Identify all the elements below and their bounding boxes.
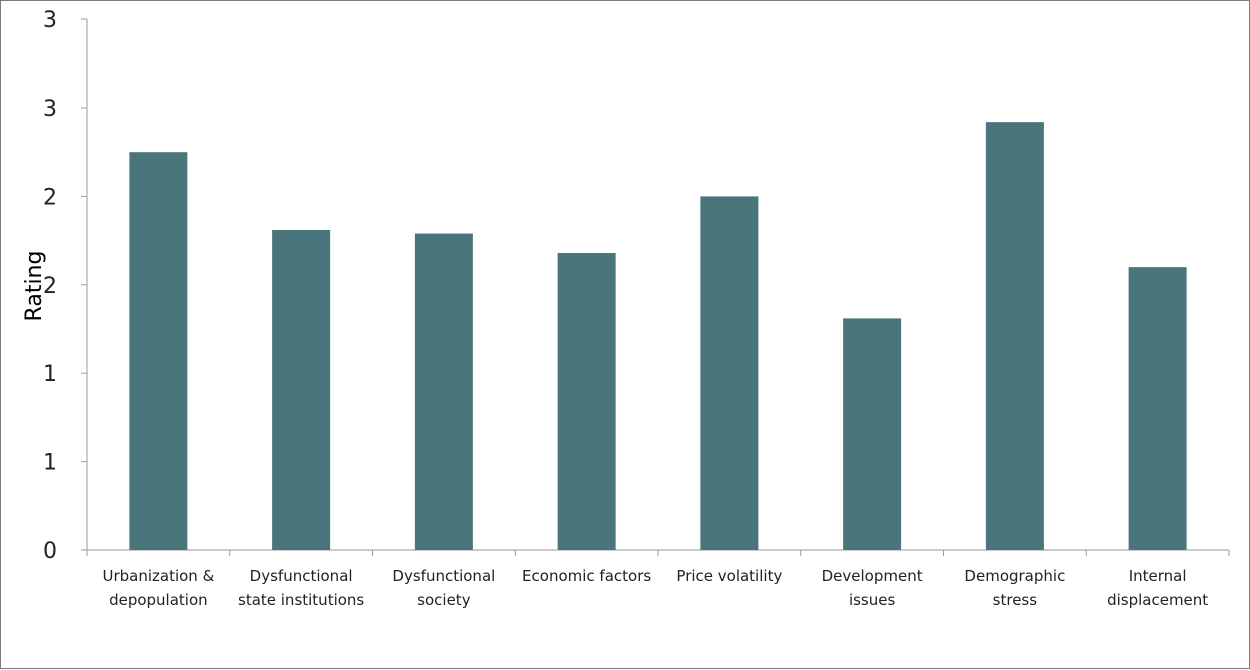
- y-axis: 0 1 1 2 2 3 3: [43, 8, 88, 564]
- bar: [700, 196, 759, 550]
- category-labels: Urbanization & depopulation Dysfunctional s…: [102, 567, 1208, 609]
- category-label: Demographic: [964, 567, 1065, 585]
- y-tick-label: 1: [43, 451, 57, 476]
- x-axis: [86, 549, 1230, 556]
- category-label: Dysfunctional: [250, 567, 353, 585]
- bar: [557, 252, 616, 550]
- y-tick-label: 0: [43, 539, 57, 564]
- y-axis-title: Rating: [22, 251, 47, 322]
- category-label: Development: [822, 567, 923, 585]
- y-tick-label: 2: [43, 274, 57, 299]
- y-tick-label: 3: [43, 8, 57, 33]
- category-label: depopulation: [109, 591, 208, 609]
- category-label: displacement: [1107, 591, 1208, 609]
- bar: [272, 229, 331, 550]
- category-label: Internal: [1129, 567, 1187, 585]
- category-label: issues: [849, 591, 896, 609]
- y-tick-label: 2: [43, 185, 57, 210]
- bars: [129, 122, 1187, 551]
- category-label: Urbanization &: [102, 567, 214, 585]
- y-tick-label: 3: [43, 97, 57, 122]
- category-label: society: [417, 591, 471, 609]
- category-label: stress: [993, 591, 1038, 609]
- category-label: state institutions: [238, 591, 364, 609]
- bar: [985, 122, 1044, 551]
- bar: [1128, 267, 1187, 550]
- category-label: Dysfunctional: [392, 567, 495, 585]
- bar: [843, 318, 902, 550]
- category-label: Price volatility: [676, 567, 782, 585]
- bar: [414, 233, 473, 550]
- category-label: Economic factors: [522, 567, 651, 585]
- bar: [129, 152, 188, 550]
- y-tick-label: 1: [43, 362, 57, 387]
